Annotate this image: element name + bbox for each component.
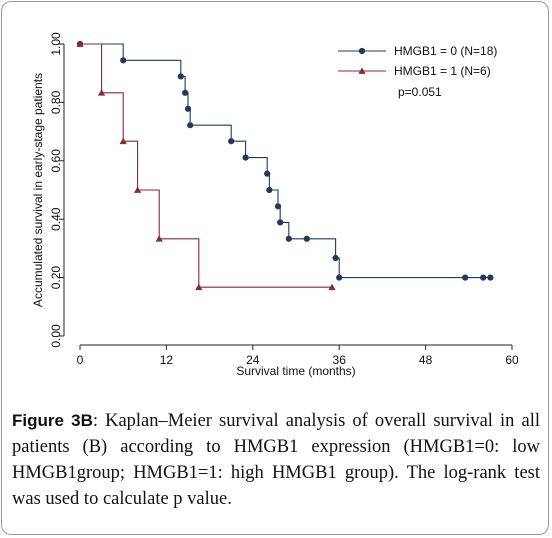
caption-text: : Kaplan–Meier survival analysis of over… [12,411,540,509]
survival-point-hmgb1-0 [274,203,282,210]
survival-point-hmgb1-0 [277,219,284,226]
legend-entry-0: HMGB1 = 0 (N=18) [394,44,497,58]
y-tick-label: 0.00 [49,324,63,348]
y-tick-label: 0.40 [49,207,63,231]
survival-point-hmgb1-0 [336,274,343,281]
x-axis-label: Survival time (months) [236,364,355,378]
survival-point-hmgb1-0 [187,122,194,129]
x-tick-label: 24 [246,353,260,367]
survival-point-hmgb1-0 [303,235,310,242]
caption-label: Figure 3B [12,411,93,430]
legend-marker-1 [358,67,366,74]
survival-point-hmgb1-0 [480,274,487,281]
y-tick-label: 0.20 [49,266,63,290]
y-tick-label: 0.60 [49,149,63,173]
legend-entry-1: HMGB1 = 1 (N=6) [394,64,491,78]
legend-marker-0 [358,47,366,55]
survival-point-hmgb1-0 [242,154,249,161]
survival-curve-hmgb1-0 [80,43,491,279]
x-tick-label: 12 [160,353,174,367]
survival-point-hmgb1-0 [182,89,189,96]
y-tick-label: 1.00 [49,32,63,56]
survival-point-hmgb1-0 [228,138,235,145]
survival-point-hmgb1-1 [328,283,336,291]
survival-point-hmgb1-1 [155,235,163,242]
km-survival-chart: 0 12 24 36 48 60 0.00 0.20 0.40 0.60 0.80 1.00 HMGB… [31,32,519,378]
y-axis-label: Accumulated survival in early-stage pati… [31,73,45,307]
survival-point-hmgb1-0 [487,274,494,281]
x-tick-label: 60 [505,353,519,367]
survival-point-hmgb1-0 [332,254,339,262]
survival-point-hmgb1-1 [119,137,127,145]
y-tick-label: 0.80 [49,90,63,114]
survival-point-hmgb1-1 [195,283,203,291]
x-tick-label: 0 [77,353,84,367]
survival-point-hmgb1-1 [134,186,142,193]
survival-point-hmgb1-0 [120,57,127,64]
survival-point-hmgb1-0 [184,105,192,112]
survival-point-hmgb1-1 [76,40,84,47]
survival-point-hmgb1-0 [266,186,273,194]
survival-point-hmgb1-0 [264,170,271,177]
survival-point-hmgb1-0 [177,73,184,80]
survival-point-hmgb1-0 [462,274,469,281]
survival-point-hmgb1-0 [285,235,292,242]
figure-caption: Figure 3B: Kaplan–Meier survival analysi… [12,408,540,512]
x-tick-label: 36 [333,353,347,367]
survival-curve-hmgb1-1 [80,43,332,288]
survival-point-hmgb1-1 [98,89,106,96]
x-tick-label: 48 [419,353,433,367]
p-value-annotation: p=0.051 [398,85,442,99]
